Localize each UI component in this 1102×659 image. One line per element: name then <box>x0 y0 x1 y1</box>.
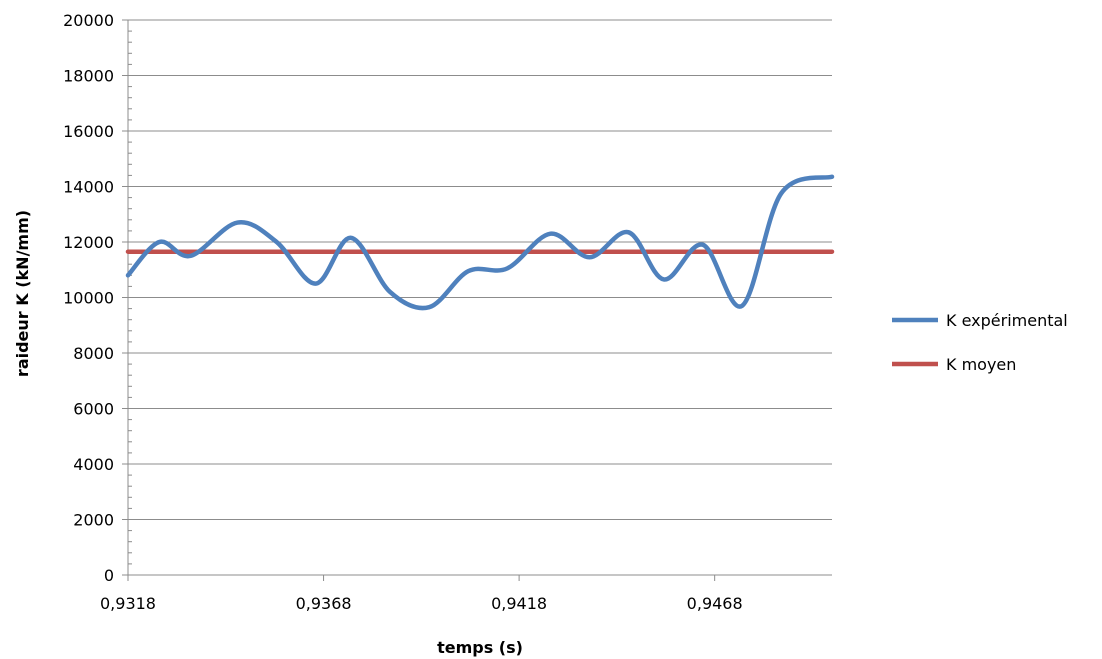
y-ticks: 0 2000 4000 6000 8000 10000 12000 14000 16000 180… <box>63 11 132 585</box>
x-tick-label: 0,9468 <box>687 594 743 613</box>
y-tick-label: 8000 <box>73 344 114 363</box>
y-tick-label: 20000 <box>63 11 114 30</box>
y-tick-label: 12000 <box>63 233 114 252</box>
y-tick-label: 2000 <box>73 511 114 530</box>
legend-label-0: K expérimental <box>946 311 1068 330</box>
x-axis-title: temps (s) <box>437 638 523 657</box>
series-line-0 <box>125 174 835 311</box>
y-tick-label: 18000 <box>63 67 114 86</box>
legend-label-1: K moyen <box>946 355 1016 374</box>
y-tick-label: 10000 <box>63 289 114 308</box>
series-group <box>125 174 835 311</box>
y-tick-label: 4000 <box>73 455 114 474</box>
x-tick-label: 0,9318 <box>100 594 156 613</box>
y-tick-label: 14000 <box>63 178 114 197</box>
grid-lines <box>128 19 832 520</box>
legend: K expérimental K moyen <box>892 311 1068 374</box>
x-tick-label: 0,9418 <box>491 594 547 613</box>
y-axis-title: raideur K (kN/mm) <box>13 210 32 377</box>
x-ticks: 0,9318 0,9368 0,9418 0,9468 <box>100 575 743 613</box>
x-tick-label: 0,9368 <box>296 594 352 613</box>
y-tick-label: 16000 <box>63 122 114 141</box>
y-tick-label: 0 <box>104 566 114 585</box>
y-tick-label: 6000 <box>73 400 114 419</box>
